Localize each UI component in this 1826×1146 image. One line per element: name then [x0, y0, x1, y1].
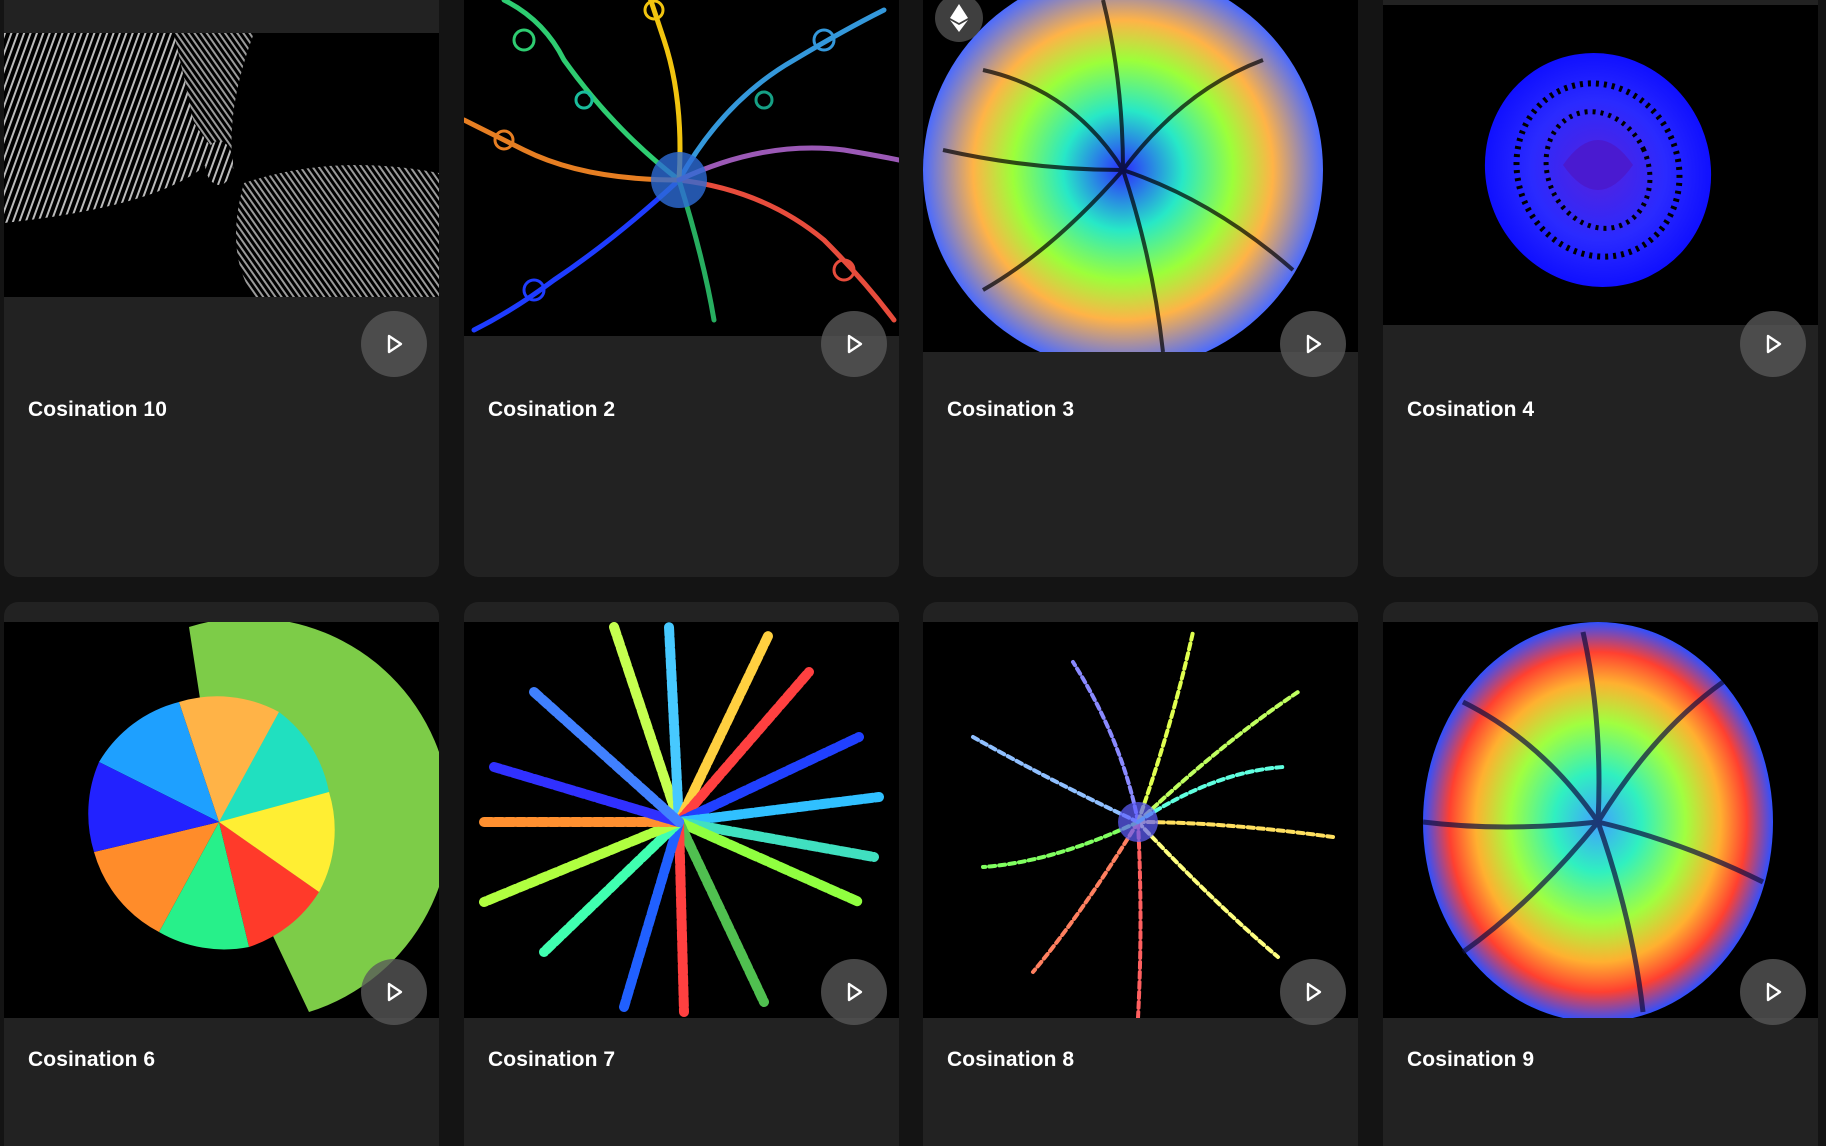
- play-button[interactable]: [1280, 959, 1346, 1025]
- play-icon: [1306, 334, 1322, 354]
- cosination-6-artwork: [4, 622, 439, 1018]
- artwork-image[interactable]: [464, 622, 899, 1018]
- play-button[interactable]: [821, 311, 887, 377]
- artwork-image[interactable]: [923, 0, 1358, 352]
- card-title[interactable]: Cosination 6: [28, 1048, 156, 1071]
- play-button[interactable]: [1740, 311, 1806, 377]
- gallery-card[interactable]: Cosination 7: [464, 602, 899, 1146]
- artwork-image[interactable]: [923, 622, 1358, 1018]
- artwork-image[interactable]: [464, 0, 899, 336]
- card-title[interactable]: Cosination 8: [947, 1048, 1075, 1071]
- play-button[interactable]: [361, 959, 427, 1025]
- play-button[interactable]: [1740, 959, 1806, 1025]
- play-icon: [1766, 334, 1782, 354]
- play-icon: [1306, 982, 1322, 1002]
- play-button[interactable]: [821, 959, 887, 1025]
- artwork-image[interactable]: [1383, 622, 1818, 1018]
- ethereum-icon: [950, 4, 968, 32]
- artwork-image[interactable]: [4, 622, 439, 1018]
- ethereum-badge: [935, 0, 983, 42]
- gallery-card[interactable]: Cosination 4: [1383, 0, 1818, 577]
- cosination-2-artwork: [464, 0, 899, 336]
- play-icon: [387, 982, 403, 1002]
- cosination-8-artwork: [923, 622, 1358, 1018]
- card-title[interactable]: Cosination 4: [1407, 398, 1535, 421]
- gallery-card[interactable]: Cosination 3: [923, 0, 1358, 577]
- play-icon: [847, 334, 863, 354]
- cosination-9-artwork: [1383, 622, 1818, 1018]
- gallery-card[interactable]: Cosination 9: [1383, 602, 1818, 1146]
- card-title[interactable]: Cosination 10: [28, 398, 167, 421]
- gallery-card[interactable]: Cosination 10: [4, 0, 439, 577]
- card-title[interactable]: Cosination 3: [947, 398, 1075, 421]
- card-title[interactable]: Cosination 2: [488, 398, 616, 421]
- play-icon: [847, 982, 863, 1002]
- card-title[interactable]: Cosination 7: [488, 1048, 616, 1071]
- play-button[interactable]: [1280, 311, 1346, 377]
- play-icon: [387, 334, 403, 354]
- cosination-3-artwork: [923, 0, 1358, 352]
- gallery-card[interactable]: Cosination 6: [4, 602, 439, 1146]
- gallery-card[interactable]: Cosination 2: [464, 0, 899, 577]
- cosination-10-artwork: [4, 33, 439, 297]
- artwork-image[interactable]: [1383, 5, 1818, 325]
- gallery-card[interactable]: Cosination 8: [923, 602, 1358, 1146]
- cosination-4-artwork: [1383, 5, 1818, 325]
- cosination-7-artwork: [464, 622, 899, 1018]
- artwork-image[interactable]: [4, 33, 439, 297]
- play-button[interactable]: [361, 311, 427, 377]
- play-icon: [1766, 982, 1782, 1002]
- card-title[interactable]: Cosination 9: [1407, 1048, 1535, 1071]
